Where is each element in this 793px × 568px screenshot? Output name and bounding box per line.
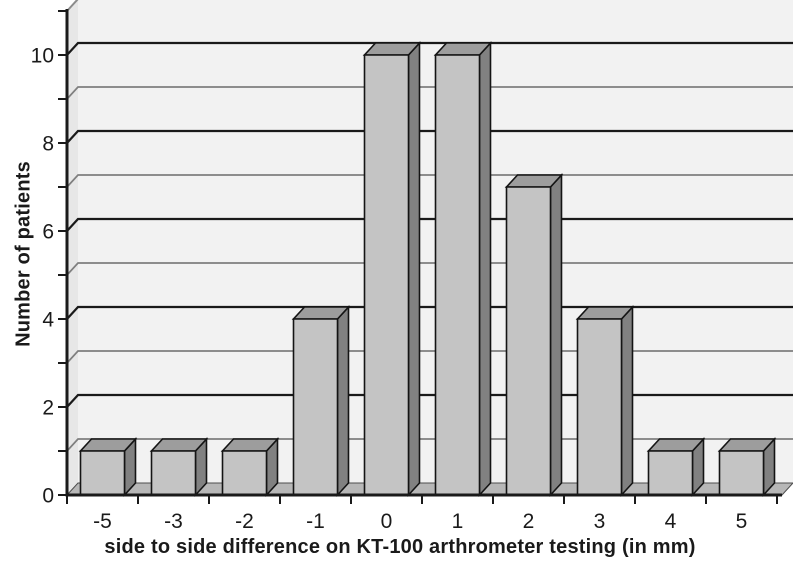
bar: [220, 436, 280, 498]
bar-front-face: [150, 450, 197, 496]
y-tick-label: 2: [42, 397, 54, 420]
bar-side-face: [407, 40, 421, 498]
bar-front-face: [576, 318, 623, 496]
bar-front-face: [647, 450, 694, 496]
bar: [149, 436, 209, 498]
y-tick-label: 8: [42, 133, 54, 156]
x-tick-label: 4: [665, 510, 677, 533]
x-tick-label: -1: [306, 510, 325, 533]
bar: [717, 436, 777, 498]
bar: [291, 304, 351, 498]
bar-front-face: [79, 450, 126, 496]
bar-side-face: [478, 40, 492, 498]
bar-side-face: [620, 304, 634, 498]
bar: [433, 40, 493, 498]
bar-front-face: [718, 450, 765, 496]
bar-side-face: [549, 172, 563, 498]
side-wall: [67, 0, 78, 495]
y-tick-label: 4: [42, 309, 54, 332]
x-tick-label: 2: [523, 510, 535, 533]
x-axis-title: side to side difference on KT-100 arthro…: [104, 536, 696, 558]
y-tick-label: 10: [31, 45, 54, 68]
x-tick-label: -3: [164, 510, 183, 533]
gridline-major: [66, 129, 793, 144]
gridline-major: [66, 41, 793, 56]
bar: [575, 304, 635, 498]
bar-front-face: [292, 318, 339, 496]
bar-front-face: [505, 186, 552, 496]
bar: [362, 40, 422, 498]
bar: [646, 436, 706, 498]
wall-top-edge: [66, 0, 793, 12]
gridline-minor: [66, 86, 793, 100]
bar: [504, 172, 564, 498]
bar-front-face: [363, 54, 410, 496]
x-tick-label: 5: [736, 510, 748, 533]
y-tick-label: 6: [42, 221, 54, 244]
x-tick-label: 1: [452, 510, 464, 533]
bar-front-face: [221, 450, 268, 496]
x-tick-label: -2: [235, 510, 254, 533]
x-tick-label: 3: [594, 510, 606, 533]
bar: [78, 436, 138, 498]
bar-front-face: [434, 54, 481, 496]
x-tick-label: -5: [93, 510, 112, 533]
bar-side-face: [336, 304, 350, 498]
x-tick-label: 0: [381, 510, 393, 533]
y-tick-label: 0: [42, 485, 54, 508]
y-axis-title: Number of patients: [12, 161, 35, 347]
